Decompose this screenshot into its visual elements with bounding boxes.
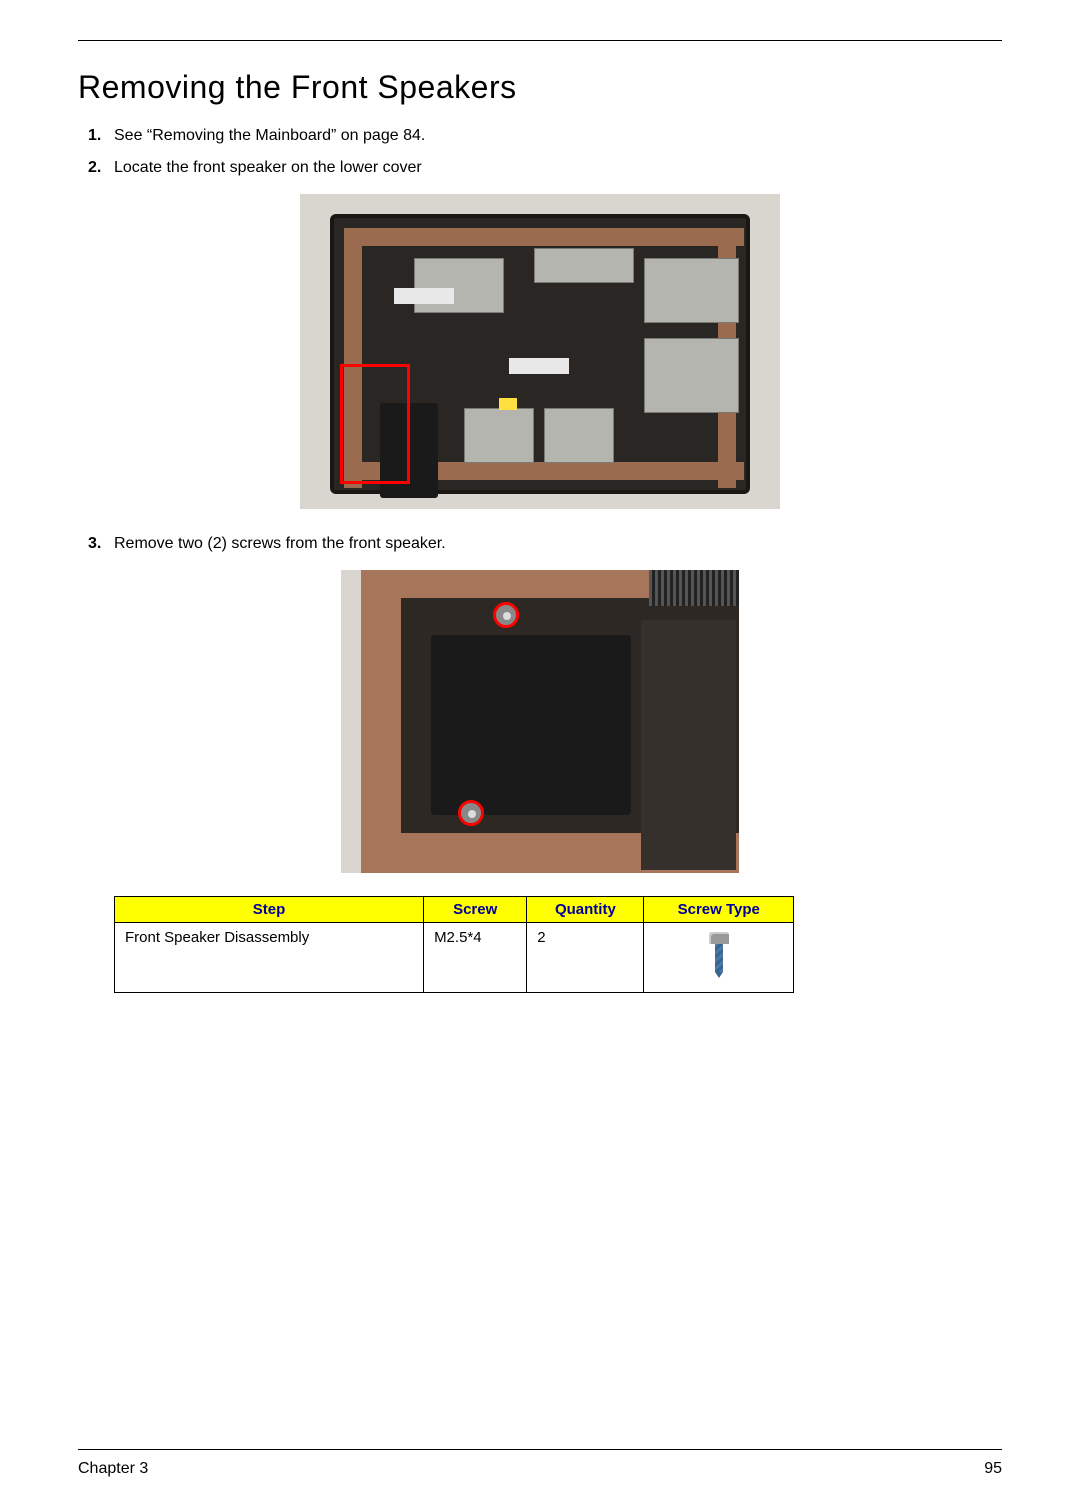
figure-1 <box>78 194 1002 514</box>
figure-2 <box>78 570 1002 878</box>
figure-2-screw-circle-1 <box>493 602 519 628</box>
figure-2-screw-circle-2 <box>458 800 484 826</box>
step-3-text: Remove two (2) screws from the front spe… <box>114 535 446 552</box>
table-cell-screwtype <box>644 923 794 993</box>
step-3-number: 3. <box>88 532 101 556</box>
footer-page-number: 95 <box>984 1460 1002 1478</box>
screw-table: Step Screw Quantity Screw Type Front Spe… <box>114 896 794 993</box>
table-header-screwtype: Screw Type <box>644 897 794 923</box>
footer-chapter: Chapter 3 <box>78 1460 148 1478</box>
step-2-text: Locate the front speaker on the lower co… <box>114 159 422 176</box>
page-title: Removing the Front Speakers <box>78 69 1002 106</box>
table-header-quantity: Quantity <box>527 897 644 923</box>
table-cell-step: Front Speaker Disassembly <box>115 923 424 993</box>
figure-1-image <box>300 194 780 509</box>
table-row: Front Speaker Disassembly M2.5*4 2 <box>115 923 794 993</box>
step-2: 2. Locate the front speaker on the lower… <box>114 156 1002 180</box>
figure-1-highlight-box <box>340 364 410 484</box>
step-1-number: 1. <box>88 124 101 148</box>
step-2-number: 2. <box>88 156 101 180</box>
step-1: 1. See “Removing the Mainboard” on page … <box>114 124 1002 148</box>
screw-icon <box>704 932 734 980</box>
footer-rule <box>78 1449 1002 1450</box>
step-3: 3. Remove two (2) screws from the front … <box>114 532 1002 556</box>
table-header-screw: Screw <box>424 897 527 923</box>
figure-2-image <box>341 570 739 873</box>
table-cell-quantity: 2 <box>527 923 644 993</box>
table-header-step: Step <box>115 897 424 923</box>
step-1-text: See “Removing the Mainboard” on page 84. <box>114 127 425 144</box>
top-rule <box>78 40 1002 41</box>
table-cell-screw: M2.5*4 <box>424 923 527 993</box>
